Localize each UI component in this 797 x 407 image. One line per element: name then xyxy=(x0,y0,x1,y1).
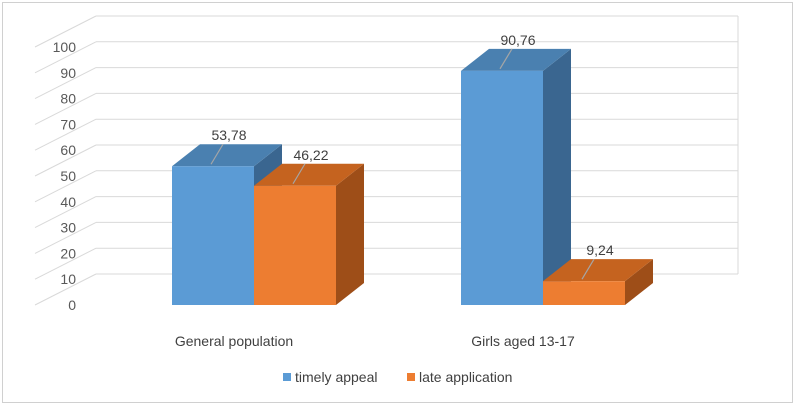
y-tick-label: 80 xyxy=(60,91,76,107)
chart-frame xyxy=(2,2,793,403)
y-axis-ticks: 0 10 20 30 40 50 60 70 80 90 100 xyxy=(53,39,77,313)
bar xyxy=(254,185,336,305)
y-tick-label: 90 xyxy=(60,65,76,81)
label-leader xyxy=(292,163,306,185)
y-tick-label: 50 xyxy=(60,168,76,184)
legend-swatch xyxy=(283,373,291,381)
gridline-side xyxy=(34,247,97,280)
gridline-side xyxy=(34,221,97,254)
bar xyxy=(172,166,254,305)
gridline-side xyxy=(34,67,97,100)
y-tick-label: 0 xyxy=(68,297,76,313)
category-label: General population xyxy=(175,333,293,349)
data-labels: 53,78 46,22 90,76 9,24 xyxy=(211,32,613,258)
bar xyxy=(543,281,625,305)
bars xyxy=(172,48,653,305)
bar-side xyxy=(625,259,653,305)
legend: timely appeal late application xyxy=(283,369,512,385)
label-leader xyxy=(581,258,595,280)
legend-label: timely appeal xyxy=(295,369,378,385)
bar xyxy=(461,70,543,305)
gridline-side xyxy=(34,15,97,48)
gridline-side xyxy=(34,118,97,151)
bar-side xyxy=(336,163,364,305)
gridline-side xyxy=(34,144,97,177)
bar-top xyxy=(172,144,282,167)
gridline-side xyxy=(34,170,97,203)
gridline-side xyxy=(34,273,97,306)
legend-swatch xyxy=(407,373,415,381)
y-tick-label: 10 xyxy=(60,271,76,287)
y-tick-label: 40 xyxy=(60,194,76,210)
gridline-side xyxy=(34,196,97,229)
label-leader xyxy=(499,48,513,70)
bar-side xyxy=(543,48,571,305)
legend-label: late application xyxy=(419,369,512,385)
data-label: 53,78 xyxy=(211,127,246,143)
gridline-side xyxy=(34,92,97,125)
data-label: 46,22 xyxy=(293,147,328,163)
y-tick-label: 100 xyxy=(53,39,77,55)
data-label: 9,24 xyxy=(586,242,613,258)
label-leaders xyxy=(210,48,595,280)
category-label: Girls aged 13-17 xyxy=(471,333,575,349)
label-leader xyxy=(210,143,224,165)
bar-top xyxy=(543,259,653,282)
data-label: 90,76 xyxy=(500,32,535,48)
bar-top xyxy=(461,48,571,71)
bar-top xyxy=(254,163,364,186)
y-tick-label: 60 xyxy=(60,142,76,158)
y-tick-label: 70 xyxy=(60,116,76,132)
category-labels: General population Girls aged 13-17 xyxy=(175,333,575,349)
y-tick-label: 20 xyxy=(60,245,76,261)
y-tick-label: 30 xyxy=(60,220,76,236)
gridline-side xyxy=(34,41,97,74)
